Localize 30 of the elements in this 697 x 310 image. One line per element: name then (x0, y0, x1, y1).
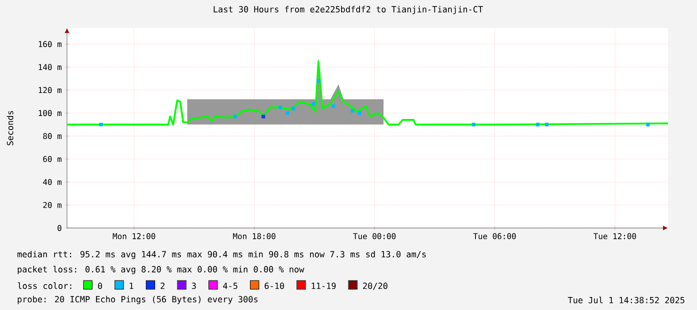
legend-title: loss color: (18, 282, 72, 290)
text: median rtt: 95.2 ms avg 144.7 ms max 90.4 ms min 90.8 ms now 7.3 ms sd 13.0 am/s (17, 250, 426, 260)
point (332, 104, 336, 108)
y-axis-title: Seconds (6, 110, 14, 146)
text: packet loss: 0.61 % avg 8.20 % max 0.00 % min 0.00 % now (18, 266, 304, 274)
point (312, 102, 316, 106)
point (536, 122, 540, 126)
point (99, 122, 103, 126)
legend-label: 0 (98, 282, 102, 290)
legend-label: 11-19 (312, 282, 336, 290)
point (350, 108, 354, 113)
legend-label: 3 (192, 282, 196, 290)
chart-title: Last 30 Hours from e2e225bdfdf2 to Tianjin-Tianjin-CT (214, 6, 483, 14)
point (278, 106, 282, 110)
legend-label: 6-10 (264, 282, 284, 290)
point (316, 79, 320, 83)
point (286, 111, 290, 115)
point (292, 106, 296, 110)
text: probe: 20 ICMP Echo Pings (56 Bytes) every 300s (18, 296, 258, 304)
legend-label: 2 (160, 282, 164, 289)
point (233, 114, 238, 118)
text: Tue Jul 1 14:38:52 2025 (568, 296, 684, 304)
point (646, 122, 650, 126)
point (358, 111, 362, 115)
point (472, 122, 476, 126)
legend-label: 1 (130, 282, 134, 289)
point (545, 122, 549, 126)
legend-label: 20/20 (363, 282, 388, 290)
point (262, 114, 266, 118)
legend-label: 4-5 (223, 282, 238, 290)
